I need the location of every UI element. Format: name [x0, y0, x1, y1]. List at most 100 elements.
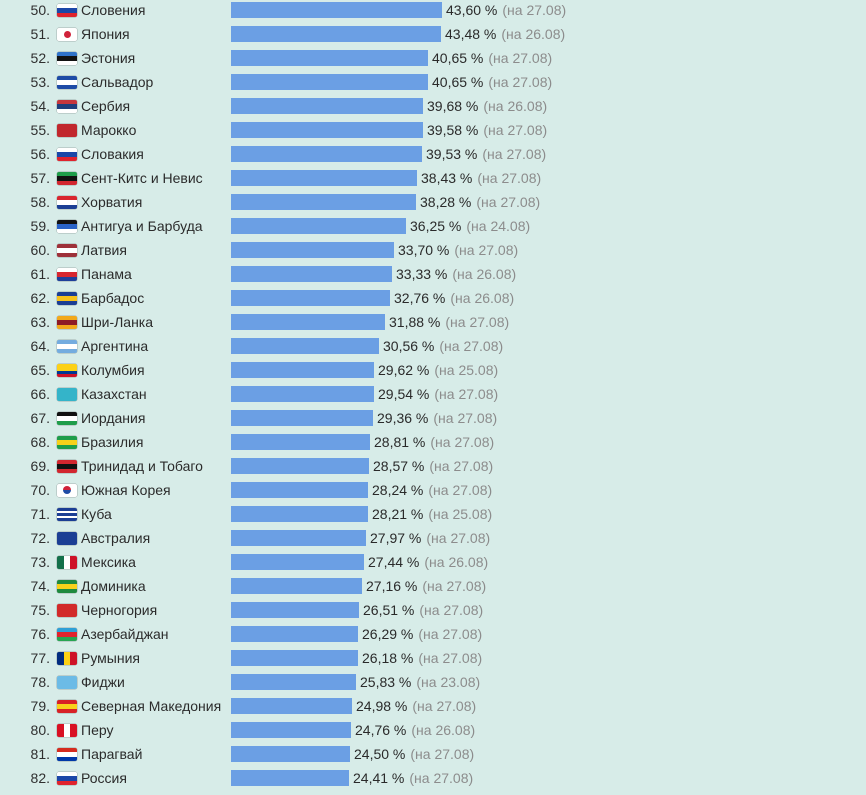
flag-stripe — [57, 588, 77, 593]
rank-label: 70. — [30, 482, 50, 498]
date-label: (на 27.08) — [433, 410, 498, 426]
flag-stripe — [57, 752, 77, 757]
flag-stripe — [57, 724, 64, 737]
bar — [231, 98, 423, 114]
flag-stripe — [57, 204, 77, 209]
country-label: Сальвадор — [81, 74, 154, 90]
flag-stripe — [57, 200, 77, 205]
percent-value: 28,81 % — [374, 434, 426, 450]
date-label: (на 25.08) — [428, 506, 493, 522]
chart-row: 50. Словения 43,60 % (на 27.08) — [0, 0, 866, 23]
chart-row: 77. Румыния 26,18 % (на 27.08) — [0, 647, 866, 671]
percent-value: 32,76 % — [394, 290, 446, 306]
chart-row: 79. Северная Македония 24,98 % (на 27.08) — [0, 695, 866, 719]
bar — [231, 242, 394, 258]
chart-row: 56. Словакия 39,53 % (на 27.08) — [0, 143, 866, 167]
chart-row: 67. Иордания 29,36 % (на 27.08) — [0, 407, 866, 431]
flag-stripe — [63, 724, 71, 737]
country-label: Румыния — [81, 650, 141, 666]
flag-stripe — [57, 444, 77, 449]
flag-stripe — [57, 268, 77, 273]
percent-value: 39,58 % — [427, 122, 479, 138]
bar — [231, 338, 379, 354]
flag-icon — [57, 508, 77, 521]
value-label: 28,24 % (на 27.08) — [372, 482, 492, 498]
bar — [231, 698, 352, 714]
bar — [231, 626, 358, 642]
chart-row: 54. Сербия 39,68 % (на 26.08) — [0, 95, 866, 119]
bar — [231, 434, 370, 450]
rank-label: 55. — [30, 122, 50, 138]
country-label: Сербия — [81, 98, 131, 114]
percent-value: 36,25 % — [410, 218, 462, 234]
flag-icon — [57, 580, 77, 593]
chart-row: 71. Куба 28,21 % (на 25.08) — [0, 503, 866, 527]
bar — [231, 266, 392, 282]
value-label: 39,58 % (на 27.08) — [427, 122, 547, 138]
rank-label: 82. — [30, 770, 50, 786]
date-label: (на 27.08) — [434, 386, 499, 402]
flag-stripe — [57, 176, 77, 181]
chart-row: 61. Панама 33,33 % (на 26.08) — [0, 263, 866, 287]
chart-row: 52. Эстония 40,65 % (на 27.08) — [0, 47, 866, 71]
rank-label: 60. — [30, 242, 50, 258]
flag-stripe — [57, 300, 77, 305]
date-label: (на 26.08) — [424, 554, 489, 570]
value-label: 25,83 % (на 23.08) — [360, 674, 480, 690]
rank-label: 62. — [30, 290, 50, 306]
flag-stripe — [57, 12, 77, 17]
value-label: 27,16 % (на 27.08) — [366, 578, 486, 594]
chart-row: 70. Южная Корея 28,24 % (на 27.08) — [0, 479, 866, 503]
flag-icon — [57, 340, 77, 353]
country-label: Сент-Китс и Невис — [81, 170, 203, 186]
flag-stripe — [57, 340, 77, 345]
date-label: (на 23.08) — [416, 674, 481, 690]
flag-stripe — [57, 436, 77, 441]
date-label: (на 27.08) — [426, 530, 491, 546]
date-label: (на 27.08) — [454, 242, 519, 258]
country-label: Тринидад и Тобаго — [81, 458, 203, 474]
flag-icon — [57, 532, 77, 545]
flag-stripe — [57, 604, 77, 617]
flag-stripe — [57, 632, 77, 637]
chart-row: 73. Мексика 27,44 % (на 26.08) — [0, 551, 866, 575]
flag-stripe — [57, 367, 77, 371]
flag-stripe — [57, 100, 77, 105]
percent-value: 33,33 % — [396, 266, 448, 282]
chart-row: 60. Латвия 33,70 % (на 27.08) — [0, 239, 866, 263]
flag-icon — [57, 4, 77, 17]
percent-value: 28,21 % — [372, 506, 424, 522]
chart-row: 55. Марокко 39,58 % (на 27.08) — [0, 119, 866, 143]
flag-stripe — [57, 276, 77, 281]
bar — [231, 650, 358, 666]
flag-stripe — [57, 272, 77, 277]
flag-stripe — [57, 324, 77, 329]
percent-value: 28,24 % — [372, 482, 424, 498]
value-label: 24,41 % (на 27.08) — [353, 770, 473, 786]
country-label: Латвия — [81, 242, 127, 258]
value-label: 43,60 % (на 27.08) — [446, 2, 566, 18]
bar — [231, 674, 356, 690]
flag-stripe — [57, 80, 77, 85]
chart-row: 62. Барбадос 32,76 % (на 26.08) — [0, 287, 866, 311]
flag-stripe — [57, 4, 77, 9]
flag-stripe — [57, 420, 77, 425]
rank-label: 72. — [30, 530, 50, 546]
country-label: Панама — [81, 266, 132, 282]
percent-value: 27,97 % — [370, 530, 422, 546]
country-label: Марокко — [81, 122, 137, 138]
country-label: Парагвай — [81, 746, 143, 762]
flag-stripe — [57, 224, 77, 229]
value-label: 28,21 % (на 25.08) — [372, 506, 492, 522]
percent-value: 29,62 % — [378, 362, 430, 378]
value-label: 27,44 % (на 26.08) — [368, 554, 488, 570]
value-label: 27,97 % (на 27.08) — [370, 530, 490, 546]
percent-value: 38,43 % — [421, 170, 473, 186]
flag-stripe — [57, 60, 77, 65]
country-label: Мексика — [81, 554, 136, 570]
flag-stripe — [57, 8, 77, 13]
rank-label: 56. — [30, 146, 50, 162]
flag-stripe — [57, 172, 77, 177]
flag-icon — [57, 364, 77, 377]
